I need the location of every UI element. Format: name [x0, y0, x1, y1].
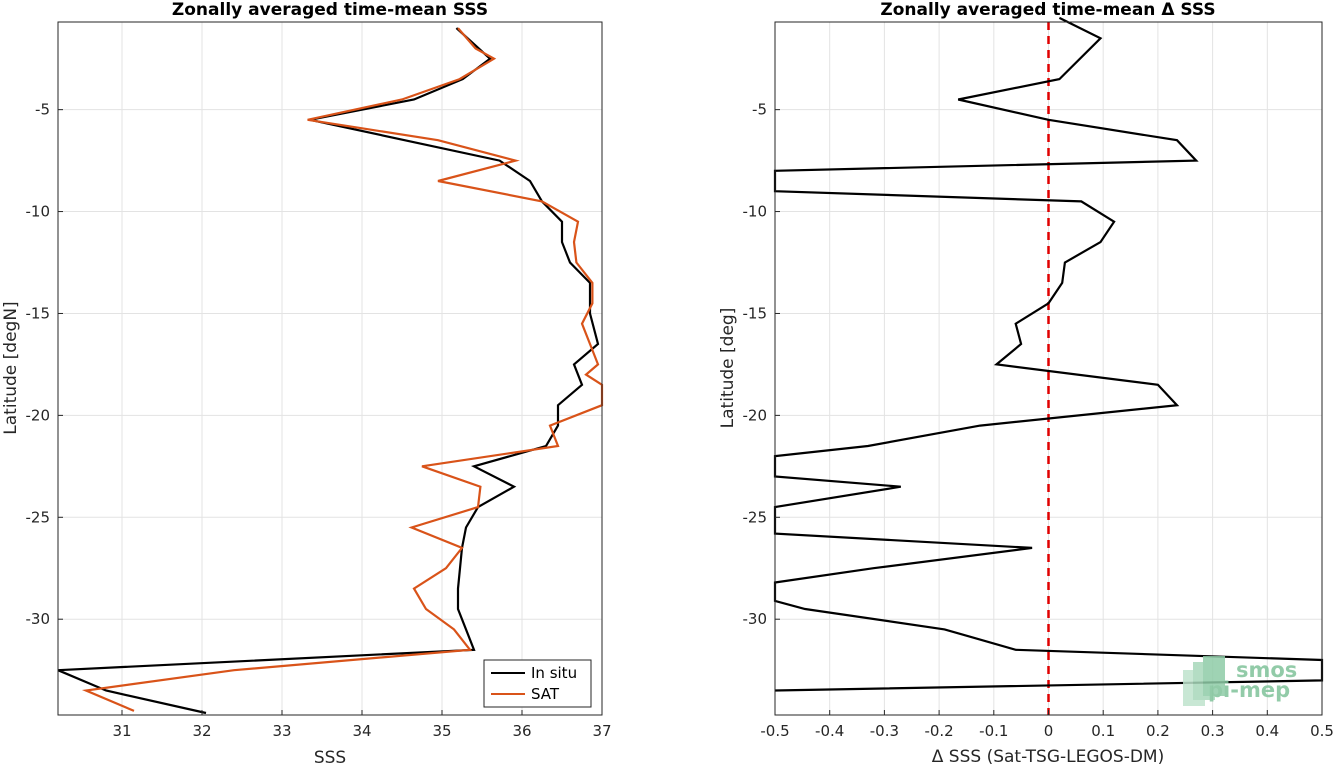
right-x-tick-label: 0 [1044, 722, 1054, 740]
left-x-tick-label: 31 [112, 722, 131, 740]
left-series-group [57, 27, 604, 715]
legend-box [483, 659, 592, 708]
left-y-tick-label: -10 [26, 203, 51, 221]
right-y-tick-label: -10 [743, 203, 768, 221]
right-ticks: -0.5 -0.4 -0.3 -0.2 -0.1 0 0.1 0.2 0.3 0.4 0.5 -5 -1… [743, 101, 1333, 740]
right-x-tick-label: -0.1 [979, 722, 1008, 740]
right-y-axis-label: Latitude [deg] [718, 308, 738, 429]
right-y-tick-label: -20 [743, 406, 768, 424]
left-chart-title: Zonally averaged time-mean SSS [172, 0, 488, 20]
right-x-tick-label: -0.2 [924, 722, 953, 740]
right-x-axis-label: Δ SSS (Sat-TSG-LEGOS-DM) [932, 747, 1164, 765]
logo-text-line2: pi-mep [1208, 678, 1290, 702]
right-x-tick-label: -0.3 [870, 722, 899, 740]
right-x-tick-label: 0.3 [1201, 722, 1225, 740]
right-y-tick-label: -25 [743, 508, 768, 526]
left-x-tick-label: 32 [192, 722, 211, 740]
right-x-tick-label: 0.5 [1310, 722, 1333, 740]
right-x-tick-label: 0.4 [1255, 722, 1279, 740]
left-x-axis-label: SSS [314, 748, 346, 765]
right-x-tick-label: -0.5 [760, 722, 789, 740]
left-panel: 31 32 33 34 35 36 37 -5 -10 -15 -20 -25 -30 Zonally … [1, 0, 612, 765]
right-y-tick-label: -15 [743, 304, 768, 322]
logo-square-3 [1203, 656, 1225, 696]
logo-mark-icon [1183, 656, 1225, 706]
left-axes-box [57, 21, 603, 716]
left-y-tick-label: -25 [26, 508, 51, 526]
left-grid [58, 22, 603, 715]
left-x-tick-label: 33 [272, 722, 291, 740]
right-x-tick-label: 0.1 [1091, 722, 1115, 740]
left-plot-area [58, 22, 602, 715]
right-x-tick-label: 0.2 [1146, 722, 1170, 740]
right-y-tick-label: -5 [752, 101, 767, 119]
left-y-tick-label: -30 [26, 610, 51, 628]
legend-label-in-situ: In situ [531, 664, 577, 682]
left-x-tick-label: 34 [352, 722, 371, 740]
right-x-tick-label: -0.4 [815, 722, 844, 740]
right-panel: -0.5 -0.4 -0.3 -0.2 -0.1 0 0.1 0.2 0.3 0.4 0.5 -5 -1… [718, 0, 1333, 765]
left-series-line-sat [81, 27, 604, 712]
left-y-tick-label: -15 [26, 304, 51, 322]
left-x-tick-label: 36 [512, 722, 531, 740]
right-y-tick-label: -30 [743, 610, 768, 628]
left-y-tick-label: -20 [26, 406, 51, 424]
legend: In situ SAT [483, 659, 592, 708]
left-ticks: 31 32 33 34 35 36 37 -5 -10 -15 -20 -25 -30 [26, 101, 612, 740]
logo-text-line1: smos [1236, 658, 1297, 682]
right-chart-title: Zonally averaged time-mean Δ SSS [880, 0, 1215, 20]
left-series-line-in-situ [57, 27, 600, 715]
left-y-tick-label: -5 [35, 101, 50, 119]
legend-label-sat: SAT [531, 685, 560, 703]
left-y-axis-label: Latitude [degN] [1, 301, 21, 434]
left-x-tick-label: 37 [592, 722, 611, 740]
smos-pimep-logo: smos pi-mep [1183, 656, 1297, 706]
left-x-tick-label: 35 [432, 722, 451, 740]
